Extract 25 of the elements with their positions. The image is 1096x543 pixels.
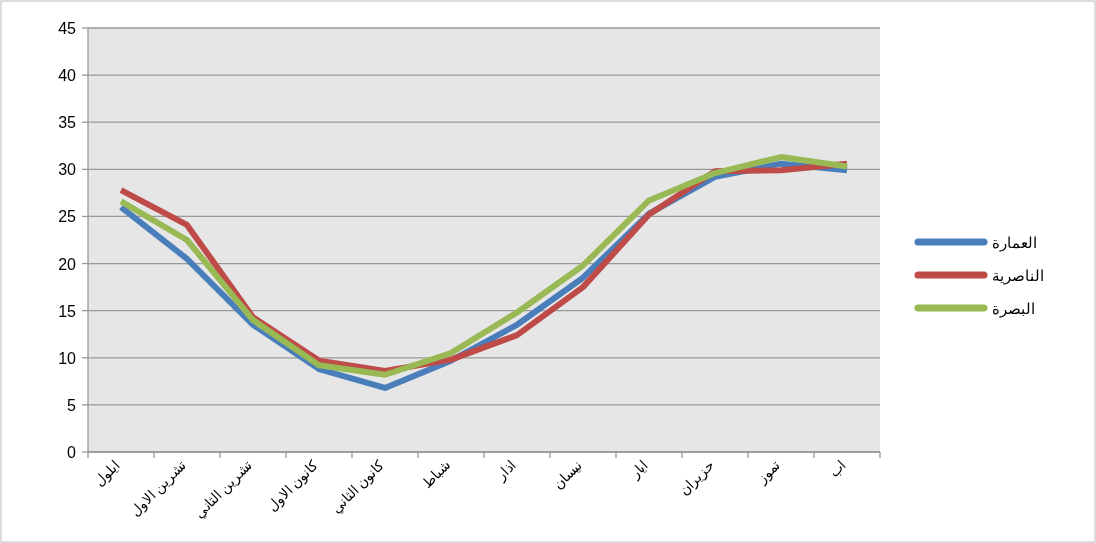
y-tick-label: 25 <box>58 208 77 226</box>
y-tick-label: 45 <box>58 20 77 37</box>
x-tick-label: اذار <box>492 456 520 485</box>
y-tick-label: 15 <box>58 302 77 320</box>
x-tick-label: تموز <box>752 456 784 488</box>
x-tick-label: حزيران <box>675 456 718 500</box>
x-tick-label: نيسان <box>549 456 586 493</box>
x-tick-label: تشرين الاول <box>126 456 190 520</box>
y-tick-label: 5 <box>67 396 77 414</box>
legend-label: البصرة <box>992 300 1035 318</box>
x-tick-label: كانون الثاني <box>327 456 388 517</box>
y-tick-label: 0 <box>67 444 77 461</box>
legend-label: العمارة <box>992 234 1037 252</box>
x-tick-label: ايلول <box>90 456 124 491</box>
y-tick-label: 20 <box>58 255 77 273</box>
x-tick-label: اب <box>825 456 850 481</box>
x-tick-label: شباط <box>418 456 454 492</box>
y-tick-label: 40 <box>58 67 77 85</box>
legend-label: الناصرية <box>992 267 1044 285</box>
x-tick-label: كانون الاول <box>263 456 322 515</box>
y-tick-label: 10 <box>58 349 77 367</box>
x-tick-label: تشرين الثاني <box>190 456 256 522</box>
x-tick-label: ايار <box>625 456 652 483</box>
y-tick-label: 35 <box>58 114 77 132</box>
y-tick-label: 30 <box>58 161 77 179</box>
